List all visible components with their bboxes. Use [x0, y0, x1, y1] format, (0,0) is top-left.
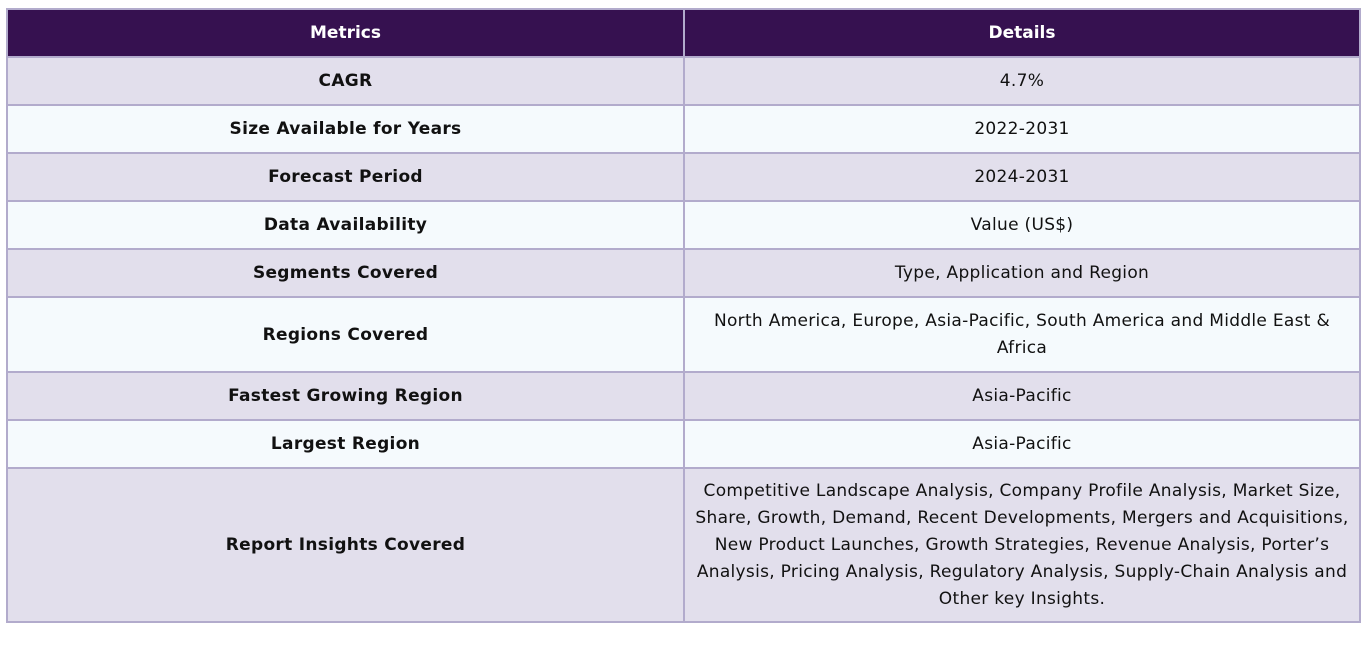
detail-cell: 4.7%: [683, 56, 1361, 106]
metric-cell: Size Available for Years: [6, 104, 685, 154]
report-metrics-table: Metrics Details CAGR 4.7% Size Available…: [6, 8, 1361, 623]
table-header-row: Metrics Details: [6, 8, 1361, 58]
header-metrics: Metrics: [6, 8, 685, 58]
metric-cell: Regions Covered: [6, 296, 685, 373]
detail-cell: Type, Application and Region: [683, 248, 1361, 298]
detail-cell: 2022-2031: [683, 104, 1361, 154]
table-row: Size Available for Years 2022-2031: [6, 104, 1361, 154]
table-row: Forecast Period 2024-2031: [6, 152, 1361, 202]
header-details: Details: [683, 8, 1361, 58]
metric-cell: CAGR: [6, 56, 685, 106]
metric-cell: Fastest Growing Region: [6, 371, 685, 421]
detail-cell: Asia-Pacific: [683, 419, 1361, 469]
table-row: Segments Covered Type, Application and R…: [6, 248, 1361, 298]
table-row: Report Insights Covered Competitive Land…: [6, 467, 1361, 623]
metric-cell: Report Insights Covered: [6, 467, 685, 623]
detail-cell: North America, Europe, Asia-Pacific, Sou…: [683, 296, 1361, 373]
table-row: Data Availability Value (US$): [6, 200, 1361, 250]
metric-cell: Data Availability: [6, 200, 685, 250]
detail-cell: Competitive Landscape Analysis, Company …: [683, 467, 1361, 623]
detail-cell: Value (US$): [683, 200, 1361, 250]
detail-cell: Asia-Pacific: [683, 371, 1361, 421]
metric-cell: Largest Region: [6, 419, 685, 469]
report-metrics-table-container: Metrics Details CAGR 4.7% Size Available…: [6, 8, 1361, 623]
detail-cell: 2024-2031: [683, 152, 1361, 202]
table-row: Largest Region Asia-Pacific: [6, 419, 1361, 469]
table-row: Regions Covered North America, Europe, A…: [6, 296, 1361, 373]
metric-cell: Segments Covered: [6, 248, 685, 298]
table-row: Fastest Growing Region Asia-Pacific: [6, 371, 1361, 421]
table-row: CAGR 4.7%: [6, 56, 1361, 106]
metric-cell: Forecast Period: [6, 152, 685, 202]
